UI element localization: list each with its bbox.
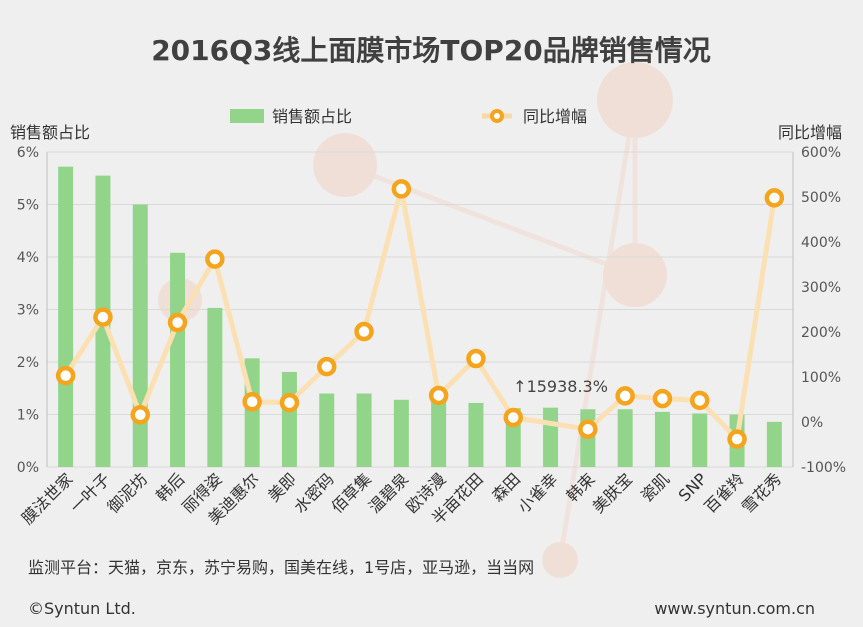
growth-point <box>167 312 188 333</box>
growth-point <box>317 356 337 377</box>
growth-point <box>727 429 747 449</box>
gridlines <box>46 151 794 468</box>
y-right-tick-label: 0% <box>801 415 823 431</box>
y-axis-right-ticks: -100% 0% 100% 200% 300% 400% 500% 600% <box>801 145 846 476</box>
bar <box>319 393 335 467</box>
platforms-note: 监测平台：天猫，京东，苏宁易购，国美在线，1号店，亚马逊，当当网 <box>28 558 534 577</box>
annotation-label: ↑15938.3% <box>513 377 608 396</box>
growth-point <box>242 392 262 412</box>
bar <box>207 307 223 467</box>
growth-point <box>55 365 76 386</box>
bar <box>281 371 297 467</box>
x-tick-label: 小雀幸 <box>514 469 561 516</box>
y-left-tick-label: 1% <box>17 408 39 424</box>
growth-point <box>652 388 673 409</box>
bar <box>543 407 559 467</box>
y-axis-right-title: 同比增幅 <box>778 123 842 142</box>
bar <box>654 411 670 467</box>
growth-point <box>93 307 113 327</box>
y-axis-left-ticks: 0% 1% 2% 3% 4% 5% 6% <box>17 145 39 476</box>
y-right-tick-label: 600% <box>801 145 841 161</box>
x-tick-label: 佰草集 <box>327 469 374 516</box>
x-tick-label: 瓷肌 <box>637 469 673 505</box>
y-right-tick-label: 100% <box>801 370 841 386</box>
copyright: ©Syntun Ltd. <box>28 599 136 618</box>
growth-point <box>503 407 523 428</box>
bar <box>170 252 186 467</box>
y-axis-left-title: 销售额占比 <box>10 123 90 142</box>
legend-line-label: 同比增幅 <box>523 107 587 126</box>
y-right-tick-label: 300% <box>801 280 841 296</box>
x-tick-label: 美肤宝 <box>589 469 636 516</box>
x-tick-label: 水密码 <box>290 469 337 516</box>
bar <box>356 393 372 467</box>
legend-bar-label: 销售额占比 <box>272 107 352 126</box>
background-watermark <box>158 62 673 578</box>
y-right-tick-label: 400% <box>801 235 841 251</box>
y-left-tick-label: 4% <box>17 250 39 266</box>
bar <box>692 413 708 467</box>
growth-point <box>466 348 486 369</box>
bar <box>393 399 409 467</box>
x-tick-label: 膜法世家 <box>18 469 77 528</box>
line-series <box>55 179 785 449</box>
chart-title: 2016Q3线上面膜市场TOP20品牌销售情况 <box>151 34 711 67</box>
growth-point <box>354 321 374 342</box>
growth-point <box>205 249 225 269</box>
growth-point <box>428 385 449 406</box>
bar <box>468 402 484 467</box>
y-left-tick-label: 0% <box>17 460 39 476</box>
x-tick-label: 雪花秀 <box>738 469 785 516</box>
growth-point <box>690 390 710 411</box>
y-left-tick-label: 6% <box>17 145 39 161</box>
x-tick-label: 温碧泉 <box>365 469 412 516</box>
x-tick-label: 百雀羚 <box>700 469 747 516</box>
growth-point <box>615 386 635 406</box>
growth-point <box>279 392 300 413</box>
bar <box>617 409 633 467</box>
y-right-tick-label: 200% <box>801 325 841 341</box>
website: www.syntun.com.cn <box>654 599 815 618</box>
legend-bar-swatch <box>230 109 264 123</box>
y-left-tick-label: 3% <box>17 303 39 319</box>
y-right-tick-label: -100% <box>801 460 846 476</box>
bar <box>132 204 148 467</box>
bar <box>431 400 447 467</box>
growth-point <box>130 405 150 425</box>
growth-point <box>391 179 412 199</box>
legend-line-marker <box>490 109 504 123</box>
bar <box>58 166 74 467</box>
y-left-tick-label: 2% <box>17 355 39 371</box>
y-right-tick-label: 500% <box>801 190 841 206</box>
growth-point <box>764 188 785 208</box>
growth-point <box>578 419 598 439</box>
bar <box>766 421 782 467</box>
legend: 销售额占比 同比增幅 <box>230 107 587 126</box>
x-tick-label: 御泥坊 <box>104 469 151 516</box>
x-tick-label: 一叶子 <box>66 469 113 516</box>
y-left-tick-label: 5% <box>17 198 39 214</box>
